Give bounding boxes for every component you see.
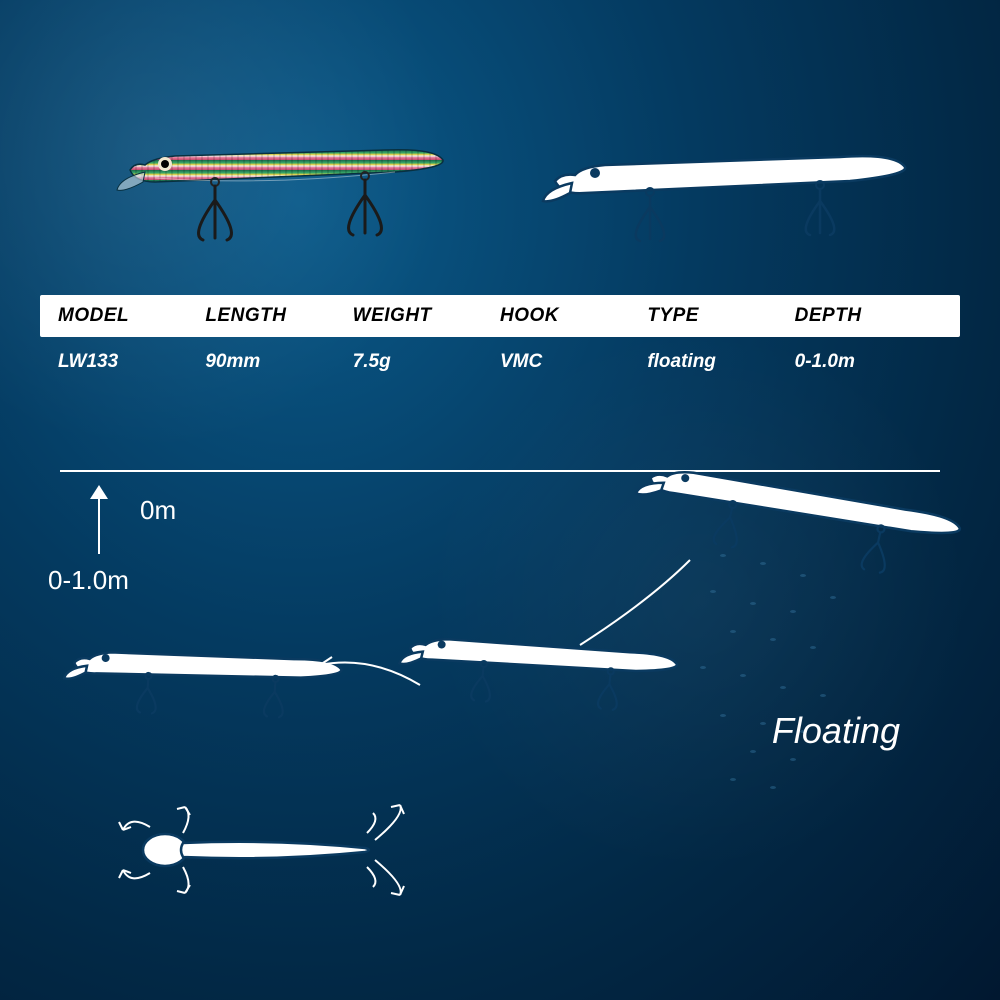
spec-value-hook: VMC [500, 351, 647, 373]
spec-header-depth: DEPTH [795, 305, 942, 327]
lure-wobble-topview [105, 785, 435, 915]
dive-path-arrow-1 [560, 550, 700, 670]
lure-photo [115, 120, 455, 270]
spec-header-length: LENGTH [205, 305, 352, 327]
spec-header-row: MODEL LENGTH WEIGHT HOOK TYPE DEPTH [40, 295, 960, 337]
dive-path-arrow-2 [310, 640, 430, 700]
spec-value-depth: 0-1.0m [795, 351, 942, 373]
spec-value-type: floating [647, 351, 794, 373]
spec-table: MODEL LENGTH WEIGHT HOOK TYPE DEPTH LW13… [40, 295, 960, 387]
spec-value-model: LW133 [58, 351, 205, 373]
spec-value-row: LW133 90mm 7.5g VMC floating 0-1.0m [40, 337, 960, 387]
depth-arrow [90, 485, 108, 554]
spec-value-weight: 7.5g [353, 351, 500, 373]
lure-outline-top [540, 125, 920, 275]
depth-label-range: 0-1.0m [48, 565, 129, 596]
spec-header-type: TYPE [647, 305, 794, 327]
spec-value-length: 90mm [205, 351, 352, 373]
spec-header-model: MODEL [58, 305, 205, 327]
depth-label-zero: 0m [140, 495, 176, 526]
spec-header-hook: HOOK [500, 305, 647, 327]
spec-header-weight: WEIGHT [353, 305, 500, 327]
floating-label: Floating [772, 710, 900, 752]
